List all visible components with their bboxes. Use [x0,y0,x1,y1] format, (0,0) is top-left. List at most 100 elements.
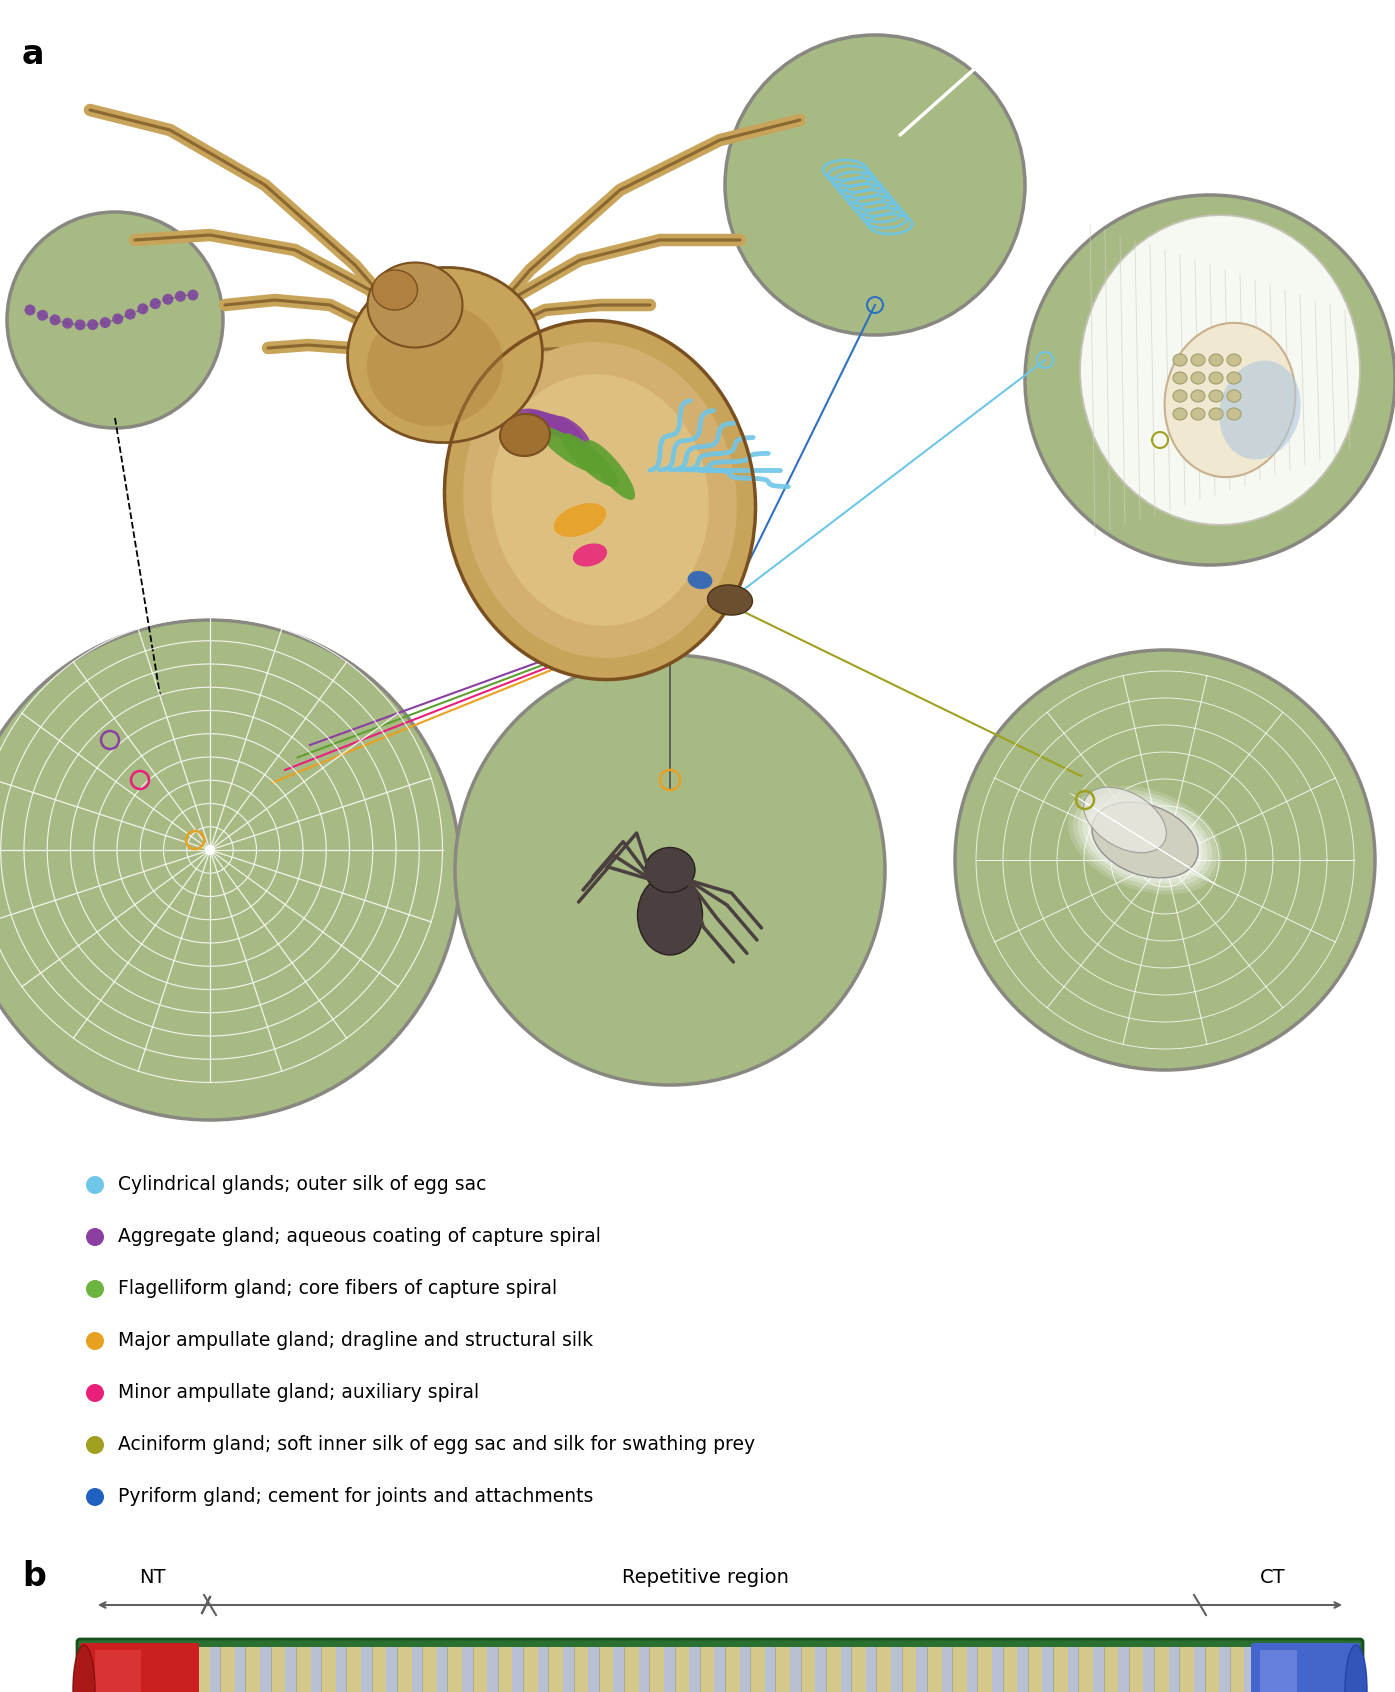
Text: Cylindrical glands; outer silk of egg sac: Cylindrical glands; outer silk of egg sa… [119,1176,487,1195]
Bar [473,1646,487,1692]
Bar [537,1646,548,1692]
Bar [1129,1646,1144,1692]
Ellipse shape [519,408,561,431]
Text: Minor ampullate gland; auxiliary spiral: Minor ampullate gland; auxiliary spiral [119,1384,478,1403]
Bar [573,1646,589,1692]
Bar [220,1646,234,1692]
Ellipse shape [1228,354,1242,365]
Bar [751,1646,764,1692]
Text: Pyriform gland; cement for joints and attachments: Pyriform gland; cement for joints and at… [119,1487,593,1506]
Bar [386,1646,398,1692]
Circle shape [0,619,460,1120]
Bar [764,1646,776,1692]
Ellipse shape [1191,372,1205,384]
Ellipse shape [1209,408,1223,420]
FancyBboxPatch shape [80,1643,199,1692]
Text: NT: NT [140,1568,166,1587]
Bar [992,1646,1003,1692]
Bar [286,1646,296,1692]
Ellipse shape [562,433,618,487]
Bar [1179,1646,1194,1692]
Circle shape [137,303,148,315]
Bar [361,1646,371,1692]
Ellipse shape [1173,408,1187,420]
Ellipse shape [536,413,576,440]
Ellipse shape [1069,785,1222,895]
Ellipse shape [1191,408,1205,420]
Bar [95,1650,141,1692]
Bar [1154,1646,1169,1692]
Bar [271,1646,286,1692]
Bar [1078,1646,1092,1692]
FancyBboxPatch shape [1251,1643,1360,1692]
Text: Repetitive region: Repetitive region [622,1568,788,1587]
Bar [1053,1646,1067,1692]
Circle shape [162,294,173,305]
Bar [296,1646,311,1692]
Bar [564,1646,573,1692]
Ellipse shape [644,848,695,892]
Circle shape [38,310,47,321]
Bar [917,1646,926,1692]
Bar [739,1646,751,1692]
Ellipse shape [573,543,607,567]
Circle shape [725,36,1025,335]
Bar [1017,1646,1028,1692]
Ellipse shape [73,1645,95,1692]
Ellipse shape [367,262,463,347]
Ellipse shape [1191,354,1205,365]
Circle shape [86,1228,105,1245]
Bar [1067,1646,1078,1692]
Bar [398,1646,412,1692]
Ellipse shape [445,320,756,680]
Bar [725,1646,739,1692]
Bar [1244,1646,1256,1692]
Circle shape [86,1281,105,1298]
Circle shape [99,316,110,328]
Bar [1119,1646,1129,1692]
Bar [675,1646,689,1692]
Bar [624,1646,639,1692]
Bar [1194,1646,1204,1692]
Bar [801,1646,815,1692]
Bar [614,1646,624,1692]
Ellipse shape [1228,372,1242,384]
Bar [815,1646,826,1692]
Circle shape [86,1437,105,1453]
Ellipse shape [1173,354,1187,365]
Bar [1092,1646,1103,1692]
Bar [700,1646,714,1692]
Bar [523,1646,537,1692]
Ellipse shape [1219,360,1300,460]
Bar [195,1646,209,1692]
Bar [639,1646,649,1692]
Text: Flagelliform gland; core fibers of capture spiral: Flagelliform gland; core fibers of captu… [119,1279,557,1298]
Bar [259,1646,271,1692]
Ellipse shape [1228,408,1242,420]
Bar [1204,1646,1219,1692]
Ellipse shape [554,503,607,536]
Bar [866,1646,876,1692]
Bar [1003,1646,1017,1692]
Bar [1144,1646,1154,1692]
Ellipse shape [1077,794,1212,887]
Circle shape [205,844,215,854]
Circle shape [124,308,135,320]
Text: Aggregate gland; aqueous coating of capture spiral: Aggregate gland; aqueous coating of capt… [119,1227,601,1247]
Ellipse shape [1209,354,1223,365]
Bar [448,1646,462,1692]
Ellipse shape [372,271,417,310]
Bar [1230,1646,1244,1692]
Ellipse shape [1083,797,1208,883]
Ellipse shape [688,570,713,589]
Bar [195,1646,1256,1692]
Ellipse shape [347,267,543,443]
Bar [1103,1646,1119,1692]
Bar [423,1646,437,1692]
Bar [462,1646,473,1692]
Ellipse shape [538,426,601,474]
Circle shape [50,315,60,325]
Bar [926,1646,942,1692]
Bar [942,1646,953,1692]
Bar [664,1646,675,1692]
